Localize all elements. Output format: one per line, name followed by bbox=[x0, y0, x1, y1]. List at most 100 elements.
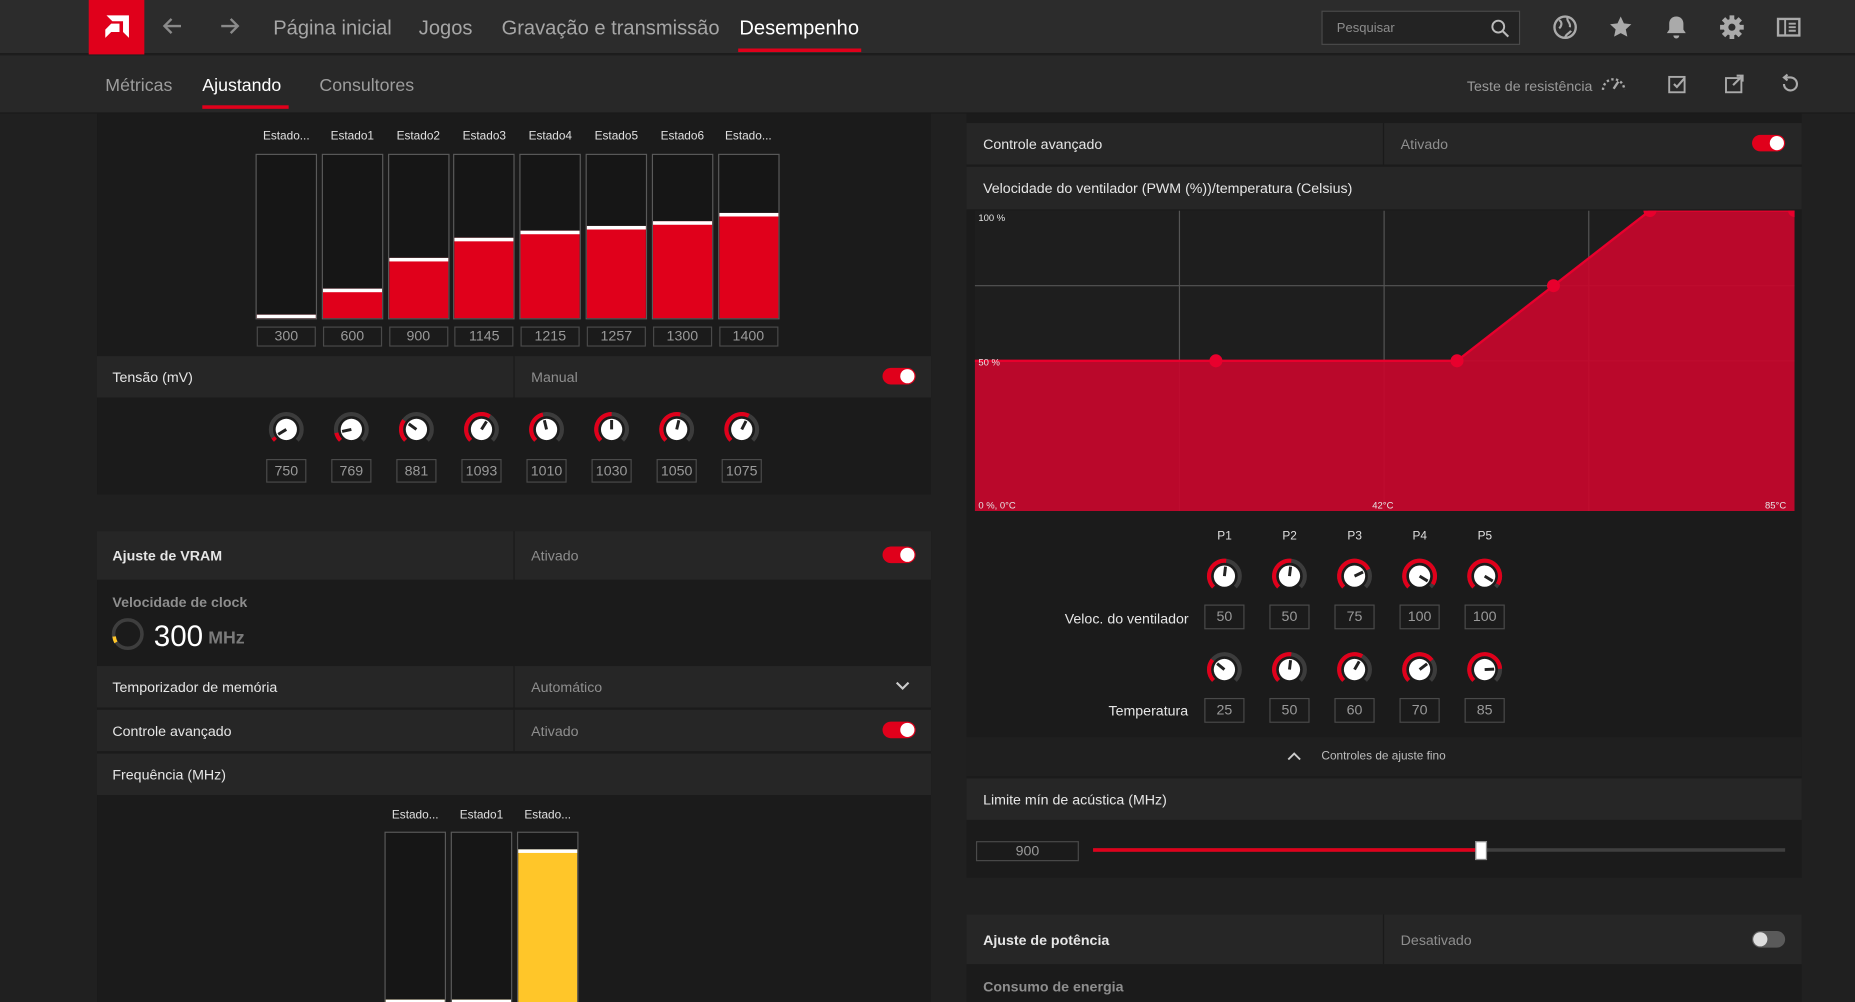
voltage-knob[interactable] bbox=[463, 411, 501, 449]
fan-curve-point[interactable] bbox=[1643, 210, 1657, 218]
gpu-state-frequency[interactable]: 1257 bbox=[586, 326, 646, 347]
gpu-state-frequency[interactable]: 1300 bbox=[652, 326, 712, 347]
vram-state-bar[interactable] bbox=[516, 831, 579, 1002]
voltage-knob[interactable] bbox=[528, 411, 566, 449]
fine-tune-label[interactable]: Controles de ajuste fino bbox=[1321, 750, 1446, 764]
gpu-state-frequency[interactable]: 900 bbox=[388, 326, 448, 347]
forward-arrow-icon[interactable] bbox=[218, 14, 242, 44]
voltage-value[interactable]: 1050 bbox=[656, 459, 697, 483]
tab-tuning[interactable]: Ajustando bbox=[202, 75, 282, 96]
search-input[interactable]: Pesquisar bbox=[1321, 10, 1521, 45]
fan-curve-point[interactable] bbox=[1546, 279, 1560, 293]
temperature-value[interactable]: 60 bbox=[1334, 697, 1375, 723]
temperature-value[interactable]: 25 bbox=[1204, 697, 1245, 723]
nav-performance[interactable]: Desempenho bbox=[739, 16, 860, 40]
gpu-state-bar[interactable] bbox=[321, 153, 384, 320]
voltage-knob[interactable] bbox=[267, 411, 305, 449]
voltage-knob[interactable] bbox=[332, 411, 370, 449]
fan-curve-point[interactable] bbox=[1788, 210, 1795, 218]
export-icon[interactable] bbox=[1724, 73, 1745, 94]
bell-icon[interactable] bbox=[1662, 13, 1690, 41]
fan-speed-knob[interactable] bbox=[1205, 557, 1243, 595]
back-arrow-icon[interactable] bbox=[161, 14, 185, 44]
gpu-state-bar[interactable] bbox=[453, 153, 516, 320]
voltage-knob[interactable] bbox=[723, 411, 761, 449]
vram-state-bar[interactable] bbox=[450, 831, 513, 1002]
memory-timing-row[interactable]: Temporizador de memória Automático bbox=[97, 666, 932, 708]
tab-metrics[interactable]: Métricas bbox=[105, 75, 173, 96]
fan-speed-value[interactable]: 75 bbox=[1334, 604, 1375, 630]
temperature-value[interactable]: 85 bbox=[1464, 697, 1505, 723]
fan-speed-knob[interactable] bbox=[1466, 557, 1504, 595]
temperature-knob[interactable] bbox=[1401, 651, 1439, 689]
vram-advanced-toggle[interactable] bbox=[882, 721, 916, 739]
save-profile-icon[interactable] bbox=[1667, 73, 1688, 94]
reset-icon[interactable] bbox=[1779, 73, 1800, 94]
fan-speed-value[interactable]: 100 bbox=[1464, 604, 1505, 630]
temperature-knob[interactable] bbox=[1336, 651, 1374, 689]
fine-tune-toggle-row[interactable]: Controles de ajuste fino bbox=[966, 737, 1802, 777]
stress-test-label[interactable]: Teste de resistência bbox=[1466, 78, 1593, 95]
gpu-state-bar[interactable] bbox=[651, 153, 714, 320]
acoustic-slider-thumb[interactable] bbox=[1474, 841, 1487, 861]
fan-curve-point[interactable] bbox=[1209, 354, 1223, 368]
active-tab-indicator bbox=[202, 105, 289, 109]
speedometer-icon[interactable] bbox=[1599, 73, 1627, 92]
gpu-state-bar[interactable] bbox=[519, 153, 582, 320]
search-placeholder: Pesquisar bbox=[1336, 21, 1395, 36]
temperature-value[interactable]: 70 bbox=[1399, 697, 1440, 723]
vram-toggle[interactable] bbox=[882, 546, 916, 564]
amd-logo[interactable] bbox=[88, 0, 145, 55]
chevron-down-icon[interactable] bbox=[894, 680, 911, 692]
gpu-state-bar[interactable] bbox=[255, 153, 318, 320]
voltage-knob[interactable] bbox=[658, 411, 696, 449]
temperature-knob[interactable] bbox=[1271, 651, 1309, 689]
voltage-knob[interactable] bbox=[397, 411, 435, 449]
gpu-state-frequency[interactable]: 600 bbox=[322, 326, 382, 347]
voltage-value[interactable]: 1093 bbox=[461, 459, 502, 483]
nav-games[interactable]: Jogos bbox=[418, 16, 473, 40]
chevron-up-icon[interactable] bbox=[1287, 751, 1301, 761]
voltage-value[interactable]: 769 bbox=[331, 459, 372, 483]
nav-home[interactable]: Página inicial bbox=[273, 16, 392, 40]
voltage-value[interactable]: 881 bbox=[396, 459, 437, 483]
fan-speed-value[interactable]: 50 bbox=[1204, 604, 1245, 630]
nav-record-stream[interactable]: Gravação e transmissão bbox=[501, 16, 720, 40]
star-icon[interactable] bbox=[1607, 13, 1635, 41]
temperature-value[interactable]: 50 bbox=[1269, 697, 1310, 723]
search-icon bbox=[1491, 19, 1510, 38]
temperature-knob[interactable] bbox=[1466, 651, 1504, 689]
vram-state-bar[interactable] bbox=[384, 831, 446, 1002]
fan-speed-value[interactable]: 50 bbox=[1269, 604, 1310, 630]
fan-curve-point[interactable] bbox=[1450, 354, 1464, 368]
fan-curve-chart[interactable]: 100 % 50 % 0 %, 0°C 42°C 85°C bbox=[974, 210, 1795, 512]
fan-speed-knob[interactable] bbox=[1401, 557, 1439, 595]
voltage-knob[interactable] bbox=[593, 411, 631, 449]
power-tuning-toggle[interactable] bbox=[1752, 931, 1786, 948]
gear-icon[interactable] bbox=[1718, 13, 1746, 41]
gpu-state-bar[interactable] bbox=[585, 153, 648, 320]
voltage-value[interactable]: 750 bbox=[266, 459, 307, 483]
voltage-value[interactable]: 1010 bbox=[526, 459, 567, 483]
globe-icon[interactable] bbox=[1551, 13, 1579, 41]
fan-point-label: P5 bbox=[1477, 529, 1493, 543]
vram-state-label: Estado... bbox=[524, 809, 572, 823]
tab-advisors[interactable]: Consultores bbox=[319, 75, 415, 96]
voltage-value[interactable]: 1030 bbox=[591, 459, 632, 483]
fan-advanced-toggle[interactable] bbox=[1752, 134, 1786, 152]
gpu-state-bar[interactable] bbox=[387, 153, 450, 320]
gpu-state-frequency[interactable]: 300 bbox=[256, 326, 316, 347]
voltage-toggle[interactable] bbox=[882, 367, 916, 385]
fan-speed-knob[interactable] bbox=[1271, 557, 1309, 595]
voltage-value[interactable]: 1075 bbox=[721, 459, 762, 483]
temperature-knob[interactable] bbox=[1205, 651, 1243, 689]
acoustic-limit-input[interactable]: 900 bbox=[975, 841, 1079, 862]
gpu-state-bar[interactable] bbox=[717, 153, 780, 320]
layout-panel-icon[interactable] bbox=[1775, 13, 1803, 41]
gpu-state-frequency[interactable]: 1400 bbox=[718, 326, 778, 347]
acoustic-slider-track[interactable] bbox=[1093, 848, 1786, 852]
gpu-state-frequency[interactable]: 1145 bbox=[454, 326, 514, 347]
fan-speed-value[interactable]: 100 bbox=[1399, 604, 1440, 630]
fan-speed-knob[interactable] bbox=[1336, 557, 1374, 595]
gpu-state-frequency[interactable]: 1215 bbox=[520, 326, 580, 347]
